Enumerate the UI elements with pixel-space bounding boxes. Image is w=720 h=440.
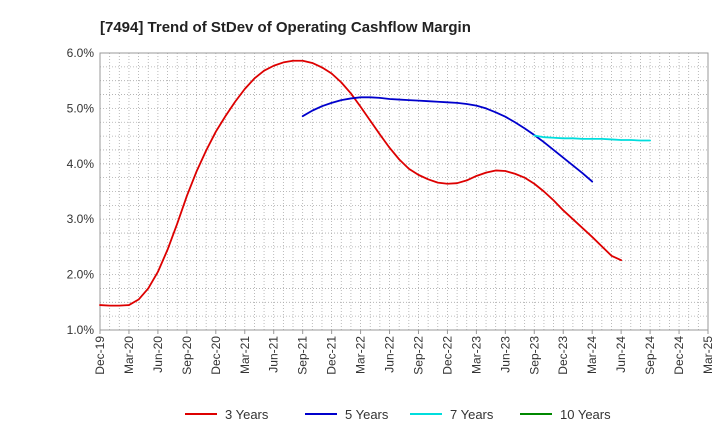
y-tick-label: 4.0% — [67, 157, 95, 171]
x-tick-label: Mar-24 — [585, 336, 599, 374]
x-tick-label: Mar-22 — [354, 336, 368, 374]
x-tick-label: Dec-20 — [209, 336, 223, 375]
x-tick-label: Sep-24 — [643, 336, 657, 375]
series — [99, 59, 651, 307]
x-tick-label: Mar-20 — [122, 336, 136, 374]
grid — [99, 52, 709, 331]
series-line-1 — [99, 59, 623, 307]
axes: 1.0% 2.0% 3.0% 4.0% 5.0% 6.0% Dec-19 Mar-20 Jun-… — [67, 46, 715, 375]
x-tick-label: Dec-24 — [672, 336, 686, 375]
x-tick-label: Sep-20 — [180, 336, 194, 375]
x-tick-label: Dec-19 — [93, 336, 107, 375]
chart-title: [7494] Trend of StDev of Operating Cashf… — [100, 19, 471, 36]
x-tick-label: Mar-23 — [469, 336, 483, 374]
x-tick-label: Mar-25 — [701, 336, 715, 374]
x-tick-label: Sep-21 — [296, 336, 310, 375]
y-tick-label: 3.0% — [67, 212, 95, 226]
legend-label-3: 7 Years — [450, 407, 494, 422]
y-tick-label: 5.0% — [67, 101, 95, 115]
legend-label-1: 3 Years — [225, 407, 269, 422]
x-tick-label: Sep-22 — [411, 336, 425, 375]
x-tick-label: Jun-22 — [383, 336, 397, 373]
series-line-3 — [533, 134, 651, 142]
x-tick-label: Jun-21 — [267, 336, 281, 373]
x-tick-label: Jun-24 — [614, 336, 628, 373]
x-tick-label: Jun-20 — [151, 336, 165, 373]
x-tick-label: Dec-21 — [325, 336, 339, 375]
x-tick-label: Jun-23 — [498, 336, 512, 373]
plot-border — [99, 52, 709, 331]
y-tick-label: 6.0% — [67, 46, 95, 60]
x-tick-label: Mar-21 — [238, 336, 252, 374]
x-tick-label: Sep-23 — [527, 336, 541, 375]
legend-label-2: 5 Years — [345, 407, 389, 422]
series-line-2 — [301, 96, 594, 183]
y-tick-label: 2.0% — [67, 268, 95, 282]
legend: 3 Years 5 Years 7 Years 10 Years — [185, 407, 611, 422]
y-tick-label: 1.0% — [67, 323, 95, 337]
legend-label-4: 10 Years — [560, 407, 611, 422]
x-tick-label: Dec-23 — [556, 336, 570, 375]
x-tick-label: Dec-22 — [440, 336, 454, 375]
